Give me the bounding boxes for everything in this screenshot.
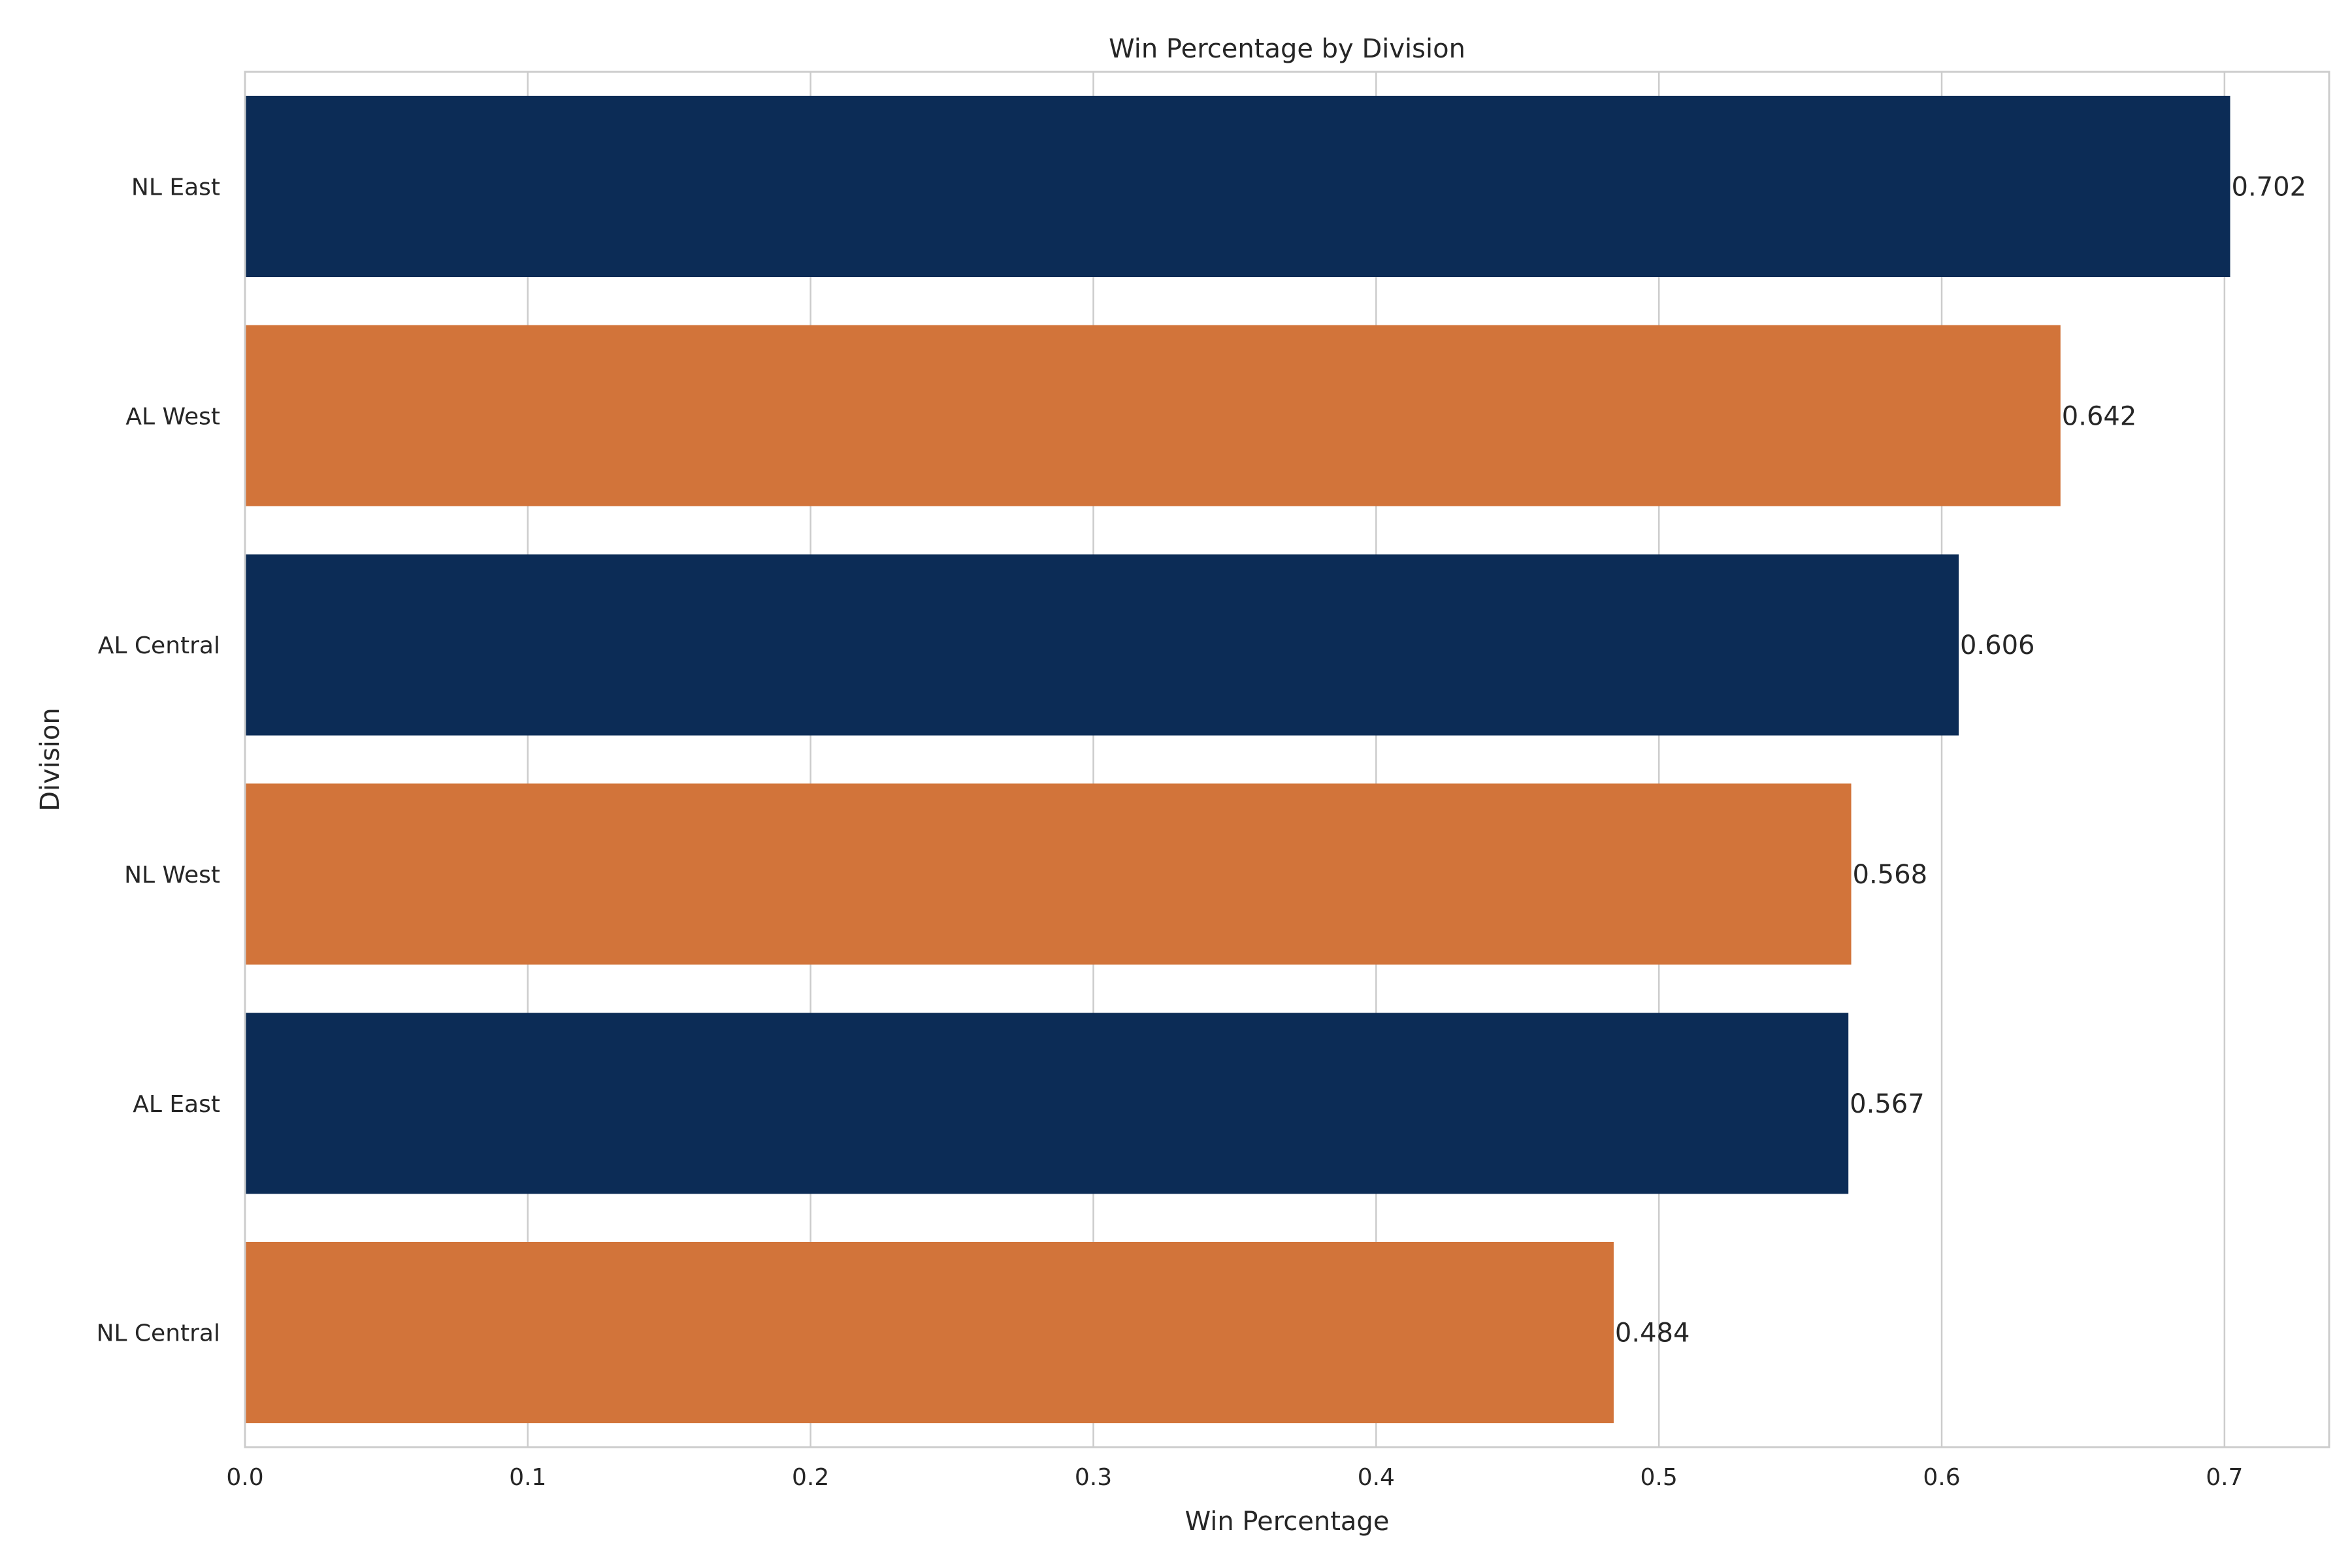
bar — [245, 1242, 1614, 1424]
gridlines — [527, 72, 2226, 1447]
x-tick-label: 0.4 — [1358, 1464, 1395, 1491]
bars — [245, 95, 2230, 1424]
bar-value-label: 0.568 — [1853, 860, 1928, 890]
bar — [245, 325, 2061, 506]
bar-value-label: 0.484 — [1615, 1318, 1690, 1348]
y-tick-label: AL Central — [98, 632, 220, 659]
x-tick-label: 0.0 — [226, 1464, 263, 1491]
bar — [245, 1013, 1849, 1194]
y-tick-label: NL Central — [96, 1320, 220, 1347]
y-axis-ticks: NL East AL West AL Central NL West AL East NL… — [96, 174, 220, 1347]
x-tick-label: 0.5 — [1641, 1464, 1678, 1491]
x-axis-ticks: 0.0 0.1 0.2 0.3 0.4 0.5 0.6 0.7 — [226, 1464, 2243, 1491]
bar-value-label: 0.642 — [2062, 401, 2137, 431]
bar — [245, 554, 1959, 736]
y-tick-label: AL East — [133, 1091, 220, 1118]
bar-value-label: 0.702 — [2232, 172, 2307, 202]
chart-title: Win Percentage by Division — [1109, 34, 1465, 64]
x-tick-label: 0.7 — [2206, 1464, 2243, 1491]
x-tick-label: 0.1 — [509, 1464, 546, 1491]
y-tick-label: NL East — [131, 174, 220, 201]
y-axis-label: Division — [35, 708, 65, 811]
x-axis-label: Win Percentage — [1185, 1507, 1390, 1537]
x-tick-label: 0.6 — [1923, 1464, 1960, 1491]
bar-value-label: 0.567 — [1850, 1089, 1925, 1119]
x-tick-label: 0.3 — [1075, 1464, 1112, 1491]
x-tick-label: 0.2 — [792, 1464, 829, 1491]
bar-value-labels: 0.702 0.642 0.606 0.568 0.567 0.484 — [1615, 172, 2306, 1348]
bar — [245, 783, 1852, 965]
bar — [245, 95, 2230, 277]
bar-value-label: 0.606 — [1960, 630, 2035, 661]
plot-frame — [244, 71, 2330, 1448]
y-tick-label: AL West — [125, 403, 220, 430]
y-tick-label: NL West — [124, 862, 220, 889]
